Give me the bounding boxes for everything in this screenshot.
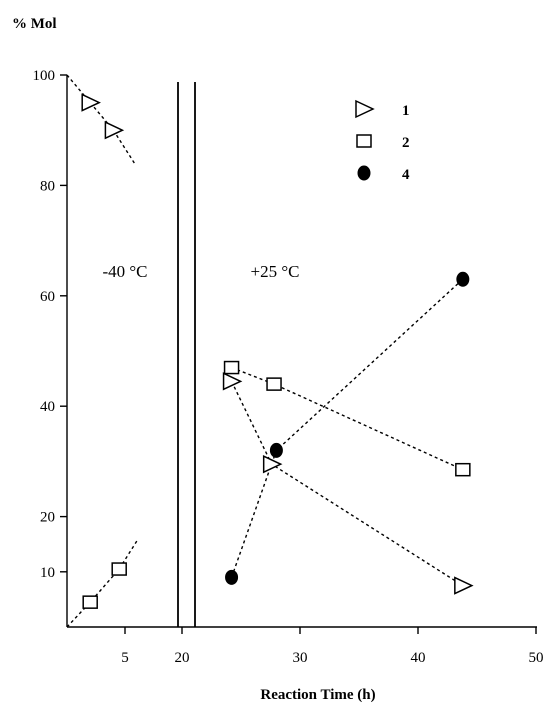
point-series-2 [455, 462, 471, 477]
legend: 1 2 4 [355, 99, 410, 183]
x-tick-label: 20 [175, 650, 190, 666]
legend-marker-1 [355, 99, 375, 119]
region-label-warm: +25 °C [251, 262, 300, 281]
x-tick-label: 5 [121, 650, 129, 666]
series-line-1 [230, 381, 464, 587]
point-series-2 [82, 595, 98, 609]
point-series-2 [266, 377, 282, 391]
y-tick-label: 10 [40, 565, 55, 581]
point-series-1 [222, 372, 243, 391]
series-markers [81, 93, 474, 609]
y-tick-label: 20 [40, 510, 55, 526]
series-lines [66, 74, 464, 628]
point-series-1 [81, 93, 101, 112]
y-tick-label: 40 [40, 399, 55, 415]
chart-labels: 10 20 40 60 80 100 5 20 30 40 50 % Mol Reaction Time… [12, 16, 544, 703]
point-series-2 [223, 360, 240, 375]
point-series-2 [111, 562, 127, 576]
legend-marker-4 [357, 165, 371, 181]
y-tick-label: 80 [40, 178, 55, 194]
series-line-1 [66, 74, 136, 164]
axes [60, 74, 537, 634]
series-line-4 [230, 278, 464, 578]
y-tick-label: 100 [33, 68, 56, 84]
legend-marker-2 [356, 134, 372, 148]
region-label-cold: -40 °C [102, 262, 147, 281]
x-tick-label: 40 [411, 650, 426, 666]
point-series-4 [456, 271, 470, 287]
point-series-1 [104, 121, 125, 140]
x-tick-label: 30 [293, 650, 308, 666]
x-tick-label: 50 [529, 650, 544, 666]
series-line-2 [66, 538, 139, 628]
y-axis-title: % Mol [12, 16, 57, 32]
legend-label-2: 2 [402, 135, 410, 151]
x-axis-title: Reaction Time (h) [260, 687, 375, 703]
point-series-4 [269, 442, 283, 458]
y-tick-label: 60 [40, 289, 55, 305]
point-series-1 [454, 576, 474, 595]
point-series-4 [225, 569, 239, 585]
legend-label-4: 4 [402, 167, 410, 183]
legend-label-1: 1 [402, 103, 410, 119]
point-series-1 [262, 454, 283, 474]
